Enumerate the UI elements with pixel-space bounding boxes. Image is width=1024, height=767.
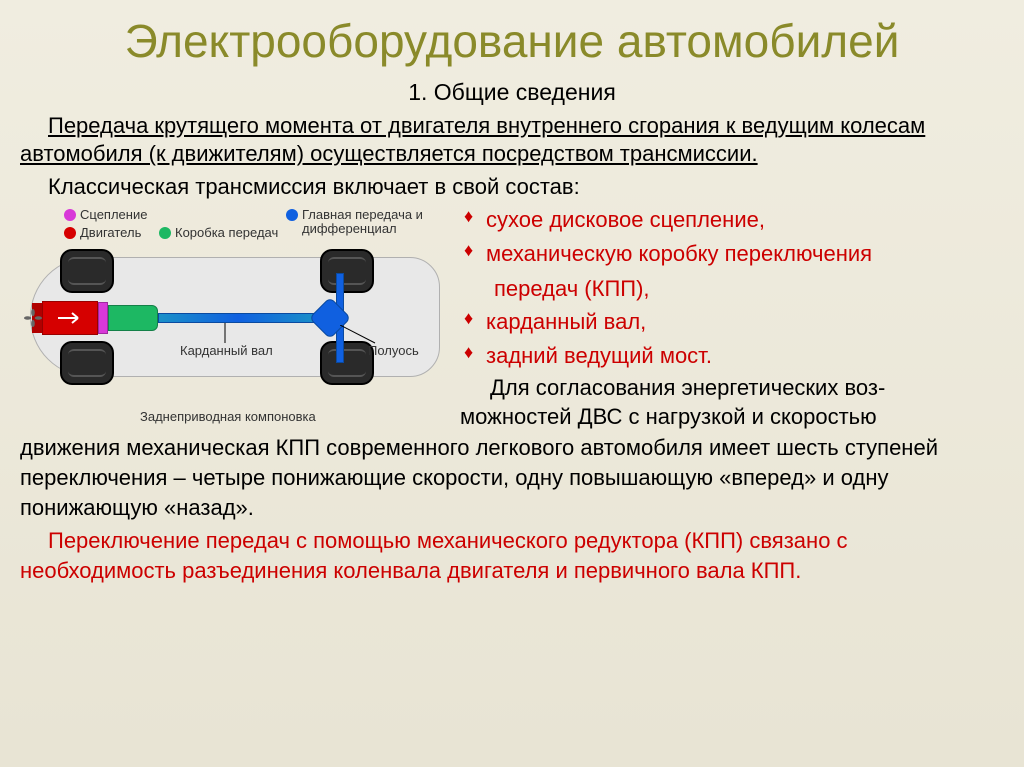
legend-label-finaldrive2: дифференциал (302, 221, 397, 236)
wheel-rear-right (320, 341, 374, 385)
list-item-cont: передач (КПП), (460, 272, 1004, 305)
list-item: задний ведущий мост. (460, 339, 1004, 373)
driveshaft-label: Карданный вал (180, 343, 273, 358)
wheel-rear-left (320, 249, 374, 293)
clutch-block (98, 302, 108, 334)
section-heading: 1. Общие сведения (0, 79, 1024, 106)
gearbox-block (108, 305, 158, 331)
list-intro: Классическая трансмиссия включает в свой… (0, 169, 1024, 202)
component-list: сухое дисковое сцепление, механическую к… (450, 203, 1004, 433)
middle-row: Сцепление Двигатель Коробка передач Глав… (0, 201, 1024, 433)
legend-dot-gearbox (159, 227, 171, 239)
leader-line (210, 323, 240, 345)
body-text-frag: Для согласования энергетических воз- (460, 373, 1004, 403)
legend-dot-clutch (64, 209, 76, 221)
list-item: сухое дисковое сцепление, (460, 203, 1004, 237)
intro-paragraph: Передача крутящего момента от двигателя … (0, 106, 1024, 169)
list-item: карданный вал, (460, 305, 1004, 339)
halfaxle-label: Полуось (368, 343, 419, 358)
body-paragraph: движения механическая КПП современного л… (0, 433, 1024, 522)
transmission-diagram: Сцепление Двигатель Коробка передач Глав… (20, 203, 450, 433)
legend-label-engine: Двигатель (80, 225, 141, 240)
legend-dot-engine (64, 227, 76, 239)
body-text-frag: можностей ДВС с нагрузкой и скоростью (460, 402, 1004, 432)
engine-arrow-icon (56, 310, 86, 326)
diagram-caption: Заднеприводная компоновка (140, 409, 316, 424)
legend-label-gearbox: Коробка передач (175, 225, 278, 240)
list-item: механическую коробку переключения (460, 237, 1004, 271)
wheel-front-right (60, 341, 114, 385)
legend-label-clutch: Сцепление (80, 207, 147, 222)
highlight-paragraph: Переключение передач с помощью механичес… (0, 522, 1024, 585)
driveshaft (158, 313, 318, 323)
legend-dot-finaldrive (286, 209, 298, 221)
wheel-front-left (60, 249, 114, 293)
fan-icon (24, 309, 42, 327)
legend-label-finaldrive: Главная передача и (302, 207, 423, 222)
page-title: Электрооборудование автомобилей (0, 0, 1024, 67)
